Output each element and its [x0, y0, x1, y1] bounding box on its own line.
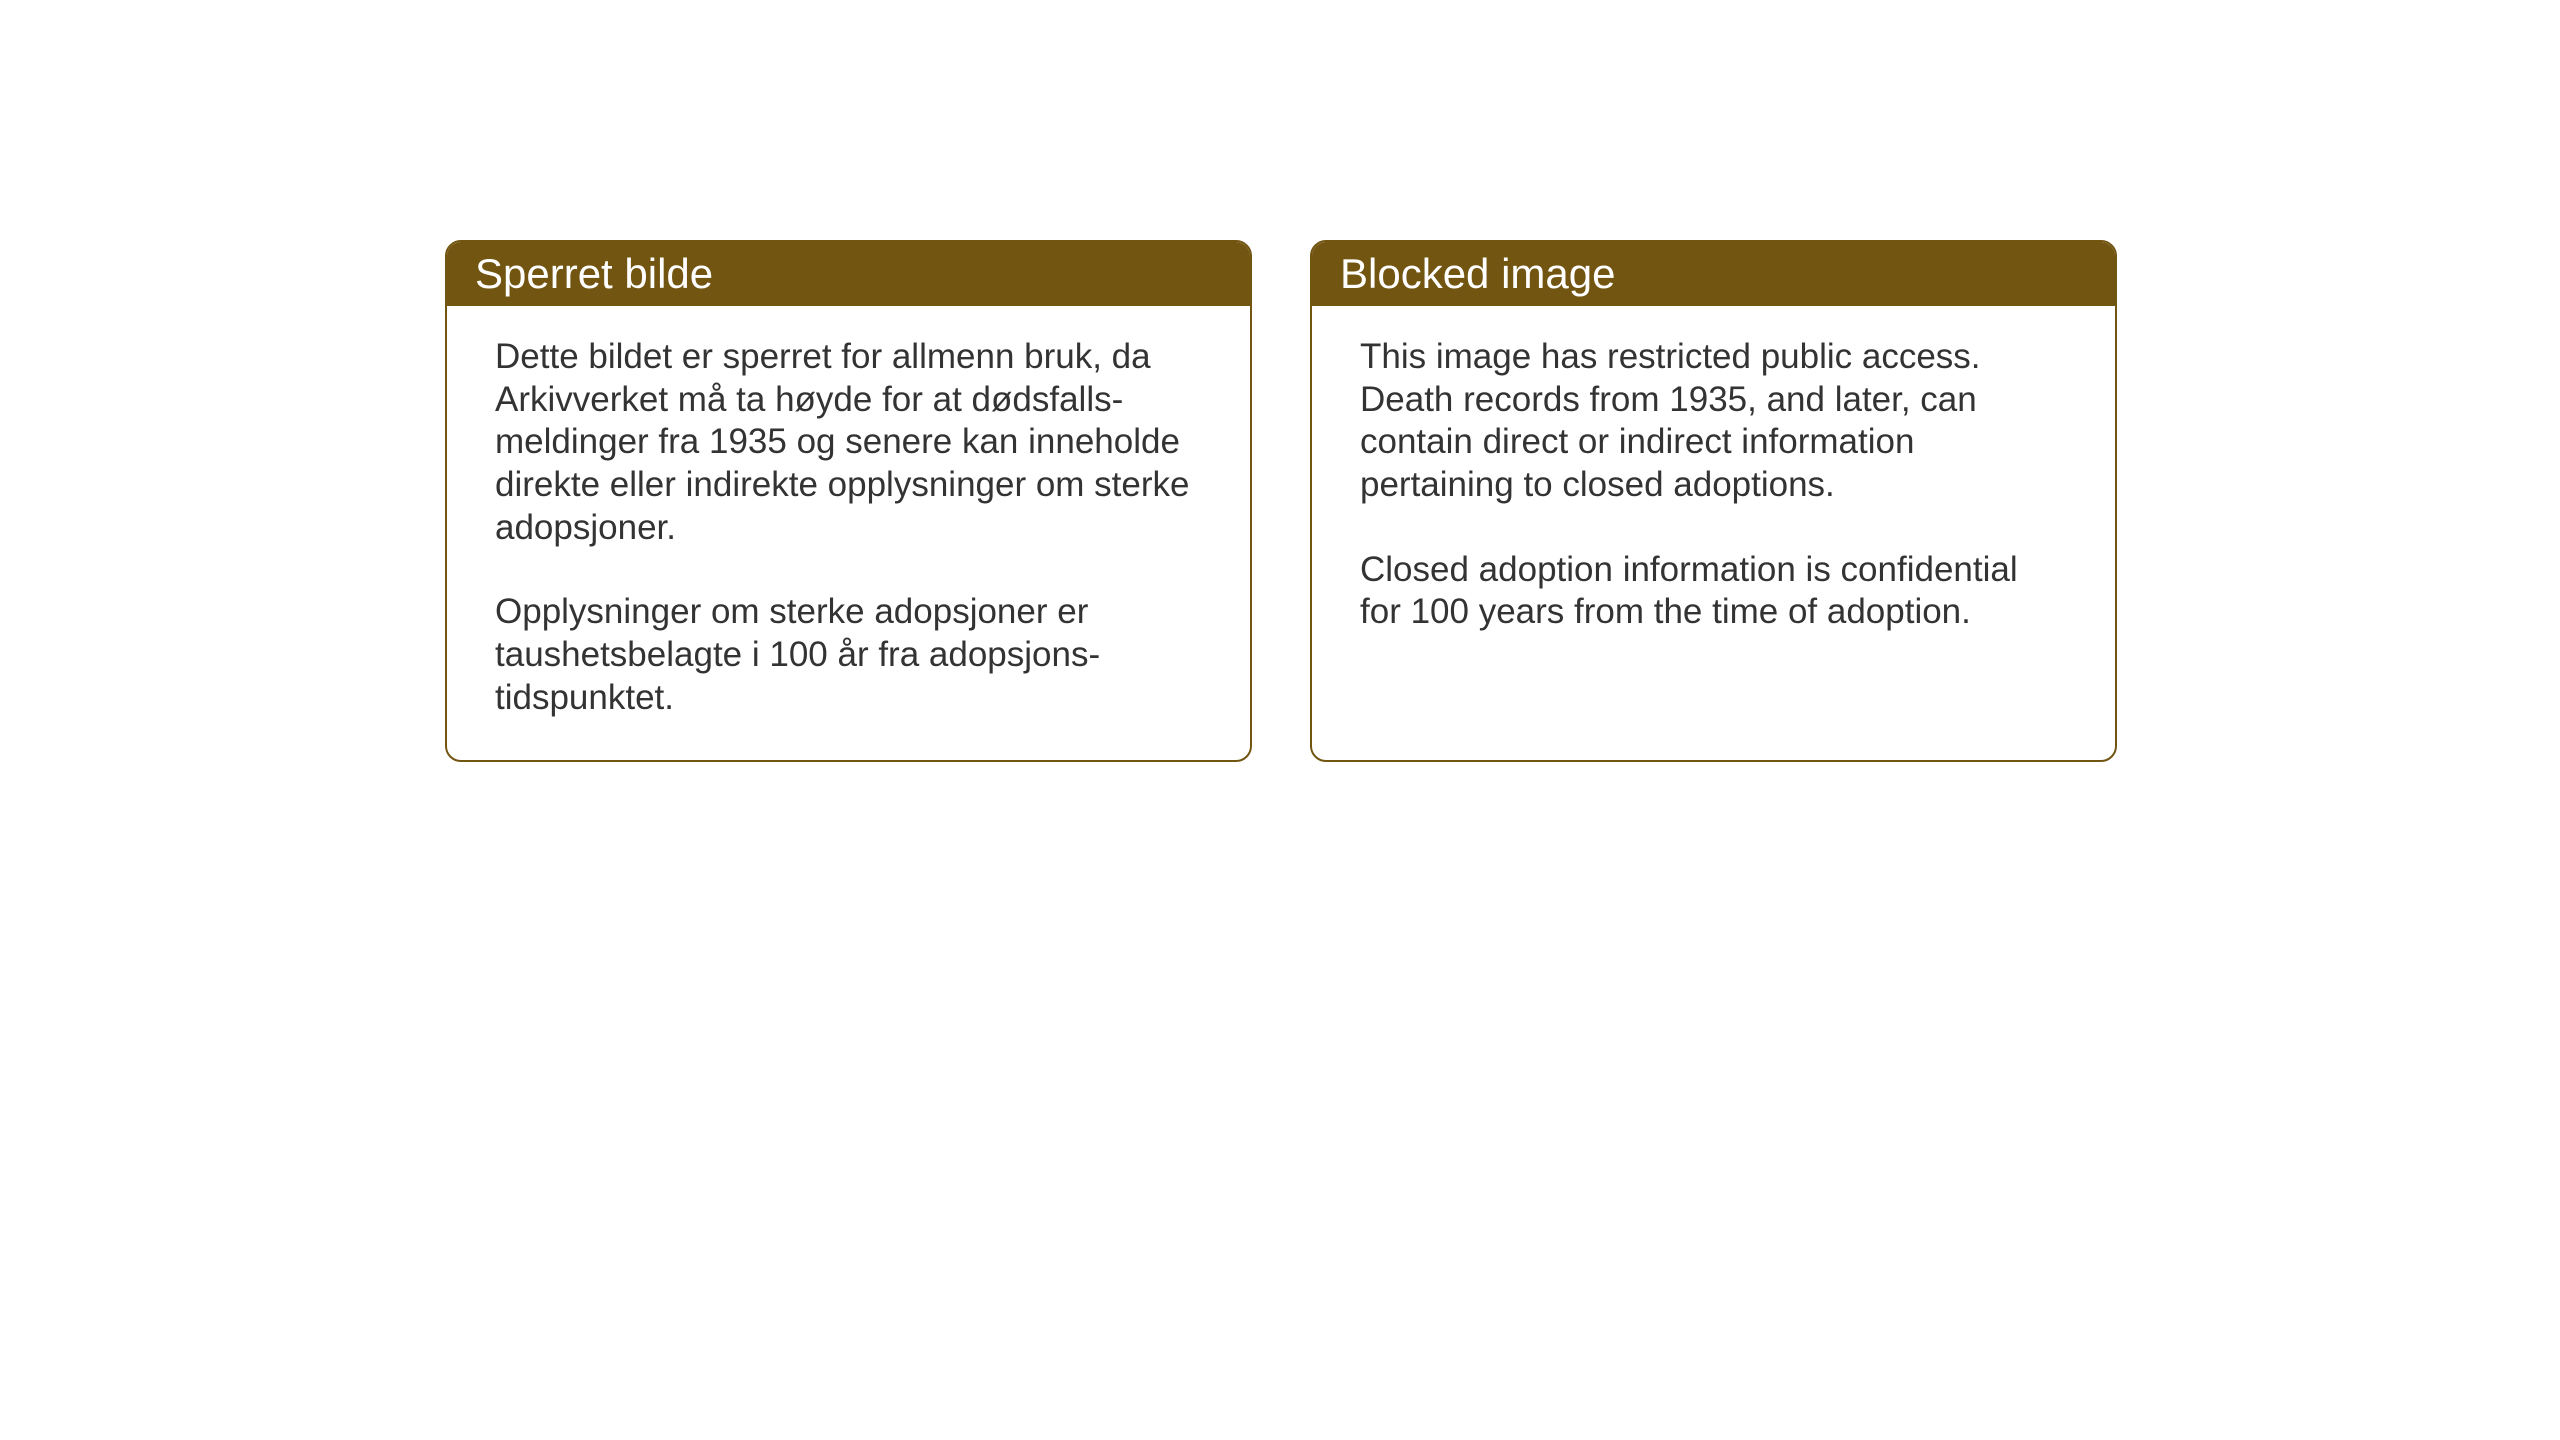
- card-norwegian-body: Dette bildet er sperret for allmenn bruk…: [447, 306, 1250, 760]
- card-norwegian-header: Sperret bilde: [447, 242, 1250, 306]
- card-english-header: Blocked image: [1312, 242, 2115, 306]
- card-norwegian-paragraph-2: Opplysninger om sterke adopsjoner er tau…: [495, 591, 1202, 719]
- card-english: Blocked image This image has restricted …: [1310, 240, 2117, 762]
- card-english-paragraph-2: Closed adoption information is confident…: [1360, 549, 2067, 634]
- cards-container: Sperret bilde Dette bildet er sperret fo…: [445, 240, 2117, 762]
- card-english-body: This image has restricted public access.…: [1312, 306, 2115, 674]
- card-english-paragraph-1: This image has restricted public access.…: [1360, 336, 2067, 507]
- card-norwegian-paragraph-1: Dette bildet er sperret for allmenn bruk…: [495, 336, 1202, 549]
- card-norwegian: Sperret bilde Dette bildet er sperret fo…: [445, 240, 1252, 762]
